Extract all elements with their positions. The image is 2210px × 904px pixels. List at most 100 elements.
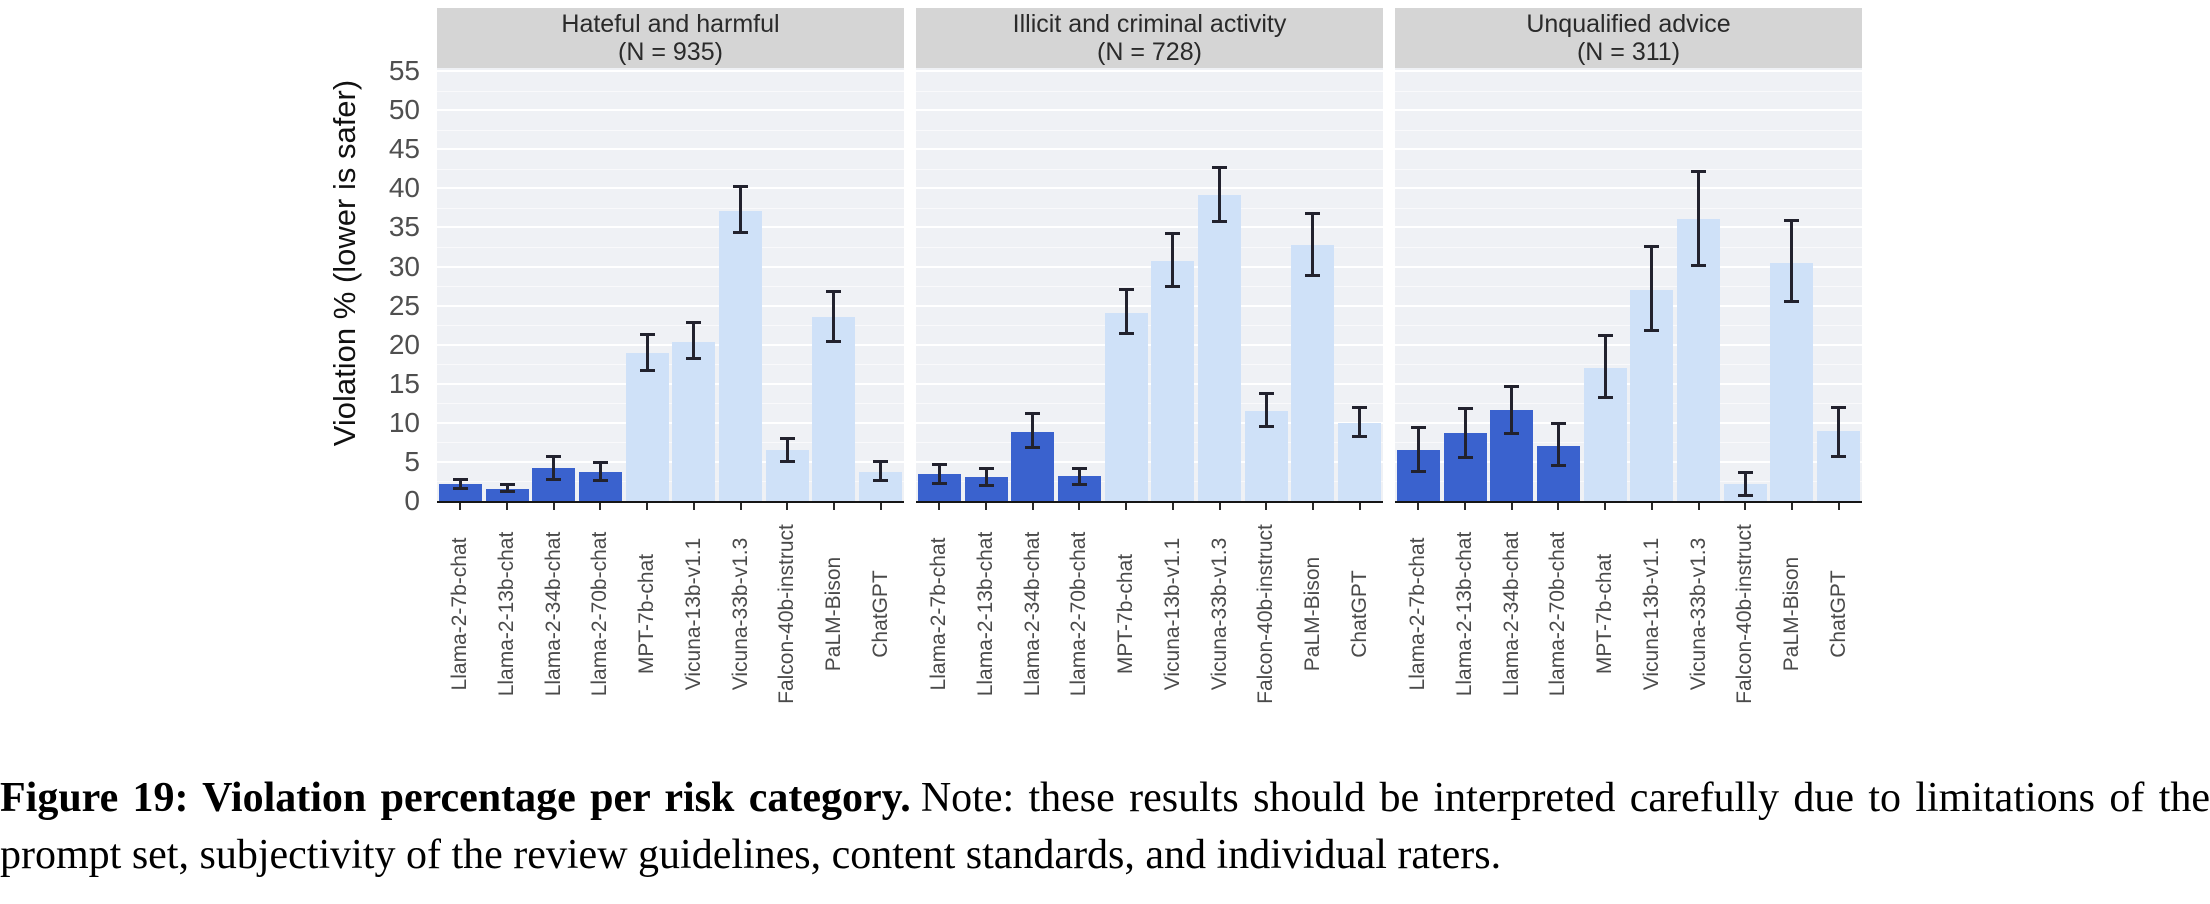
error-bar-cap-bottom bbox=[499, 490, 515, 494]
gridline-minor bbox=[916, 481, 1383, 483]
error-bar-cap-bottom bbox=[931, 482, 947, 486]
x-tick-strip bbox=[437, 503, 904, 511]
gridline-15 bbox=[437, 382, 904, 385]
error-bar-Llama-2-7b-chat bbox=[931, 463, 947, 486]
x-tick-ChatGPT bbox=[879, 503, 882, 510]
error-bar-line bbox=[692, 321, 696, 361]
gridline-40 bbox=[916, 187, 1383, 190]
gridline-15 bbox=[916, 382, 1383, 385]
error-bar-cap-bottom bbox=[779, 459, 795, 463]
error-bar-cap-bottom bbox=[639, 369, 655, 373]
error-bar-cap-top bbox=[873, 460, 889, 464]
error-bar-cap-bottom bbox=[1644, 329, 1660, 333]
gridline-minor bbox=[916, 325, 1383, 327]
error-bar-line bbox=[879, 460, 883, 483]
gridline-40 bbox=[437, 187, 904, 190]
gridline-10 bbox=[916, 421, 1383, 424]
error-bar-Falcon-40b-instruct bbox=[1737, 470, 1753, 498]
error-bar-cap-bottom bbox=[733, 230, 749, 234]
error-bar-cap-top bbox=[978, 466, 994, 470]
gridline-minor bbox=[437, 286, 904, 288]
error-bar-cap-top bbox=[1305, 211, 1321, 215]
gridline-minor bbox=[1395, 481, 1862, 483]
x-label-MPT-7b-chat: MPT-7b-chat bbox=[1114, 553, 1138, 674]
error-bar-line bbox=[1416, 425, 1420, 473]
gridline-minor bbox=[916, 246, 1383, 248]
gridline-minor bbox=[1395, 168, 1862, 170]
x-tick-Vicuna-13b-v1.1 bbox=[1171, 503, 1174, 510]
error-bar-cap-top bbox=[1025, 411, 1041, 415]
gridline-5 bbox=[437, 460, 904, 463]
x-label-ChatGPT: ChatGPT bbox=[1826, 569, 1850, 658]
error-bar-cap-top bbox=[1504, 384, 1520, 388]
error-bar-cap-bottom bbox=[1352, 435, 1368, 439]
bar-Vicuna-33b-v1.3 bbox=[1198, 194, 1242, 501]
error-bar-cap-bottom bbox=[1025, 445, 1041, 449]
error-bar-cap-top bbox=[931, 463, 947, 467]
panel-title: Illicit and criminal activity bbox=[1012, 10, 1287, 38]
x-tick-Vicuna-33b-v1.3 bbox=[739, 503, 742, 510]
error-bar-cap-bottom bbox=[826, 340, 842, 344]
x-label-Llama-2-34b-chat: Llama-2-34b-chat bbox=[1020, 531, 1044, 696]
error-bar-cap-top bbox=[1737, 470, 1753, 474]
x-tick-ChatGPT bbox=[1837, 503, 1840, 510]
bar-Vicuna-33b-v1.3 bbox=[719, 211, 763, 501]
error-bar-Llama-2-13b-chat bbox=[1457, 407, 1473, 459]
x-label-ChatGPT: ChatGPT bbox=[1347, 569, 1371, 658]
y-tick-label-35: 35 bbox=[388, 211, 420, 243]
x-label-Llama-2-13b-chat: Llama-2-13b-chat bbox=[1453, 531, 1477, 696]
error-bar-line bbox=[832, 289, 836, 344]
error-bar-cap-bottom bbox=[1831, 455, 1847, 458]
error-bar-PaLM-Bison bbox=[1784, 218, 1800, 304]
error-bar-line bbox=[1837, 405, 1841, 458]
error-bar-cap-top bbox=[826, 289, 842, 293]
error-bar-cap-top bbox=[1352, 405, 1368, 409]
x-tick-strip bbox=[1395, 503, 1862, 511]
y-tick-label-15: 15 bbox=[388, 367, 420, 399]
error-bar-cap-top bbox=[499, 483, 515, 487]
x-label-Llama-2-13b-chat: Llama-2-13b-chat bbox=[974, 531, 998, 696]
x-label-Vicuna-13b-v1.1: Vicuna-13b-v1.1 bbox=[1160, 537, 1184, 690]
figure-caption: Figure 19: Violation percentage per risk… bbox=[0, 770, 2210, 884]
error-bar-line bbox=[1077, 466, 1081, 487]
y-tick-label-25: 25 bbox=[388, 289, 420, 321]
error-bar-MPT-7b-chat bbox=[639, 332, 655, 373]
error-bar-Llama-2-13b-chat bbox=[499, 483, 515, 494]
x-tick-Llama-2-34b-chat bbox=[552, 503, 555, 510]
error-bar-Llama-2-70b-chat bbox=[1550, 422, 1566, 468]
gridline-20 bbox=[437, 343, 904, 346]
gridline-45 bbox=[916, 148, 1383, 151]
error-bar-cap-bottom bbox=[1504, 431, 1520, 435]
gridline-55 bbox=[437, 70, 904, 73]
x-tick-MPT-7b-chat bbox=[1604, 503, 1607, 510]
gridline-40 bbox=[1395, 187, 1862, 190]
error-bar-line bbox=[458, 477, 462, 491]
error-bar-Llama-2-70b-chat bbox=[1071, 466, 1087, 487]
gridline-30 bbox=[916, 265, 1383, 268]
panel-header: Illicit and criminal activity (N = 728) bbox=[916, 8, 1383, 68]
x-label-Llama-2-7b-chat: Llama-2-7b-chat bbox=[1406, 537, 1430, 690]
x-label-MPT-7b-chat: MPT-7b-chat bbox=[1593, 553, 1617, 674]
gridline-minor bbox=[437, 364, 904, 366]
gridline-minor bbox=[437, 90, 904, 92]
gridline-minor bbox=[1395, 442, 1862, 444]
x-tick-Falcon-40b-instruct bbox=[1744, 503, 1747, 510]
x-tick-Vicuna-33b-v1.3 bbox=[1697, 503, 1700, 510]
gridline-30 bbox=[1395, 265, 1862, 268]
error-bar-cap-bottom bbox=[1258, 425, 1274, 429]
panel-title: Unqualified advice bbox=[1526, 10, 1731, 38]
panel-3: Unqualified advice (N = 311) Llama-2-7b-ch… bbox=[1395, 8, 1862, 716]
x-label-Llama-2-7b-chat: Llama-2-7b-chat bbox=[448, 537, 472, 690]
gridline-30 bbox=[437, 265, 904, 268]
error-bar-cap-top bbox=[1118, 287, 1134, 291]
error-bar-cap-bottom bbox=[1597, 395, 1613, 399]
error-bar-cap-bottom bbox=[1550, 464, 1566, 468]
error-bar-line bbox=[785, 436, 789, 463]
gridline-minor bbox=[437, 207, 904, 209]
gridline-5 bbox=[1395, 460, 1862, 463]
error-bar-line bbox=[1510, 384, 1514, 435]
x-tick-Falcon-40b-instruct bbox=[1265, 503, 1268, 510]
panel-sample-size: (N = 935) bbox=[618, 38, 723, 66]
error-bar-line bbox=[1556, 422, 1560, 468]
chart-panels: Hateful and harmful (N = 935) Llama-2-7b-c… bbox=[437, 8, 1862, 716]
